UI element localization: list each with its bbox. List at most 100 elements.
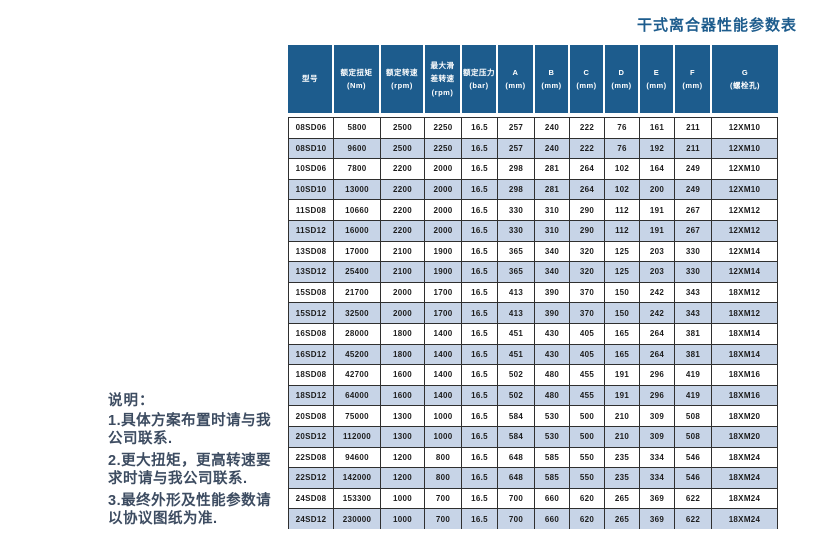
table-cell: 309: [640, 405, 675, 426]
table-cell: 2000: [381, 281, 425, 303]
table-cell: 2500: [381, 137, 425, 159]
table-cell: 17000: [334, 240, 381, 262]
table-cell: 21700: [334, 281, 381, 303]
table-cell: 112000: [334, 425, 381, 447]
table-cell: 455: [570, 384, 605, 406]
table-cell: 2000: [425, 219, 462, 241]
table-cell: 550: [570, 446, 605, 468]
table-cell: 18XM12: [712, 281, 778, 303]
table-cell: 18XM20: [712, 425, 778, 447]
table-cell: 700: [425, 508, 462, 529]
table-cell: 264: [640, 322, 675, 344]
table-cell: 200: [640, 178, 675, 200]
table-cell: 264: [640, 343, 675, 365]
table-cell: 20SD08: [288, 405, 334, 426]
table-cell: 16.5: [462, 425, 498, 447]
table-cell: 1400: [425, 364, 462, 385]
table-cell: 267: [675, 199, 712, 220]
table-cell: 94600: [334, 446, 381, 468]
table-cell: 2500: [381, 117, 425, 138]
table-cell: 22SD12: [288, 467, 334, 488]
table-cell: 5800: [334, 117, 381, 138]
table-cell: 20SD12: [288, 425, 334, 447]
table-cell: 413: [498, 281, 535, 303]
table-cell: 235: [605, 446, 640, 468]
table-cell: 700: [498, 508, 535, 529]
table-cell: 16.5: [462, 137, 498, 159]
table-cell: 16.5: [462, 178, 498, 200]
table-row: 24SD12 230000 1000 700 16.5 700 660 620 265 369 62…: [288, 508, 778, 529]
note-item-1: 1.具体方案布置时请与我公司联系.: [108, 413, 272, 447]
header-cell-line: 额定扭矩: [340, 67, 373, 77]
table-cell: 15SD12: [288, 302, 334, 323]
table-cell: 330: [498, 199, 535, 220]
table-cell: 508: [675, 425, 712, 447]
table-cell: 12XM12: [712, 219, 778, 241]
table-cell: 369: [640, 487, 675, 509]
header-cell-line: 差转速: [430, 74, 455, 84]
table-cell: 281: [535, 158, 570, 179]
table-cell: 343: [675, 281, 712, 303]
table-row: 08SD06 5800 2500 2250 16.5 257 240 222 76 161 211 1…: [288, 117, 778, 138]
table-cell: 622: [675, 487, 712, 509]
header-cell-line: (mm): [505, 81, 526, 90]
table-cell: 191: [640, 199, 675, 220]
table-row: 16SD08 28000 1800 1400 16.5 451 430 405 165 264 38…: [288, 322, 778, 344]
table-cell: 1000: [381, 487, 425, 509]
table-cell: 405: [570, 343, 605, 365]
header-cell: G (螺栓孔): [712, 45, 778, 113]
header-cell-line: G: [741, 67, 749, 77]
table-cell: 112: [605, 219, 640, 241]
table-cell: 419: [675, 384, 712, 406]
table-cell: 16.5: [462, 117, 498, 138]
table-cell: 290: [570, 219, 605, 241]
table-cell: 330: [675, 261, 712, 282]
table-row: 22SD08 94600 1200 800 16.5 648 585 550 235 334 546…: [288, 446, 778, 468]
table-cell: 430: [535, 343, 570, 365]
table-body: 08SD06 5800 2500 2250 16.5 257 240 222 76 161 211 1…: [288, 117, 778, 529]
table-cell: 530: [535, 425, 570, 447]
table-cell: 16.5: [462, 446, 498, 468]
table-row: 11SD08 10660 2200 2000 16.5 330 310 290 112 191 26…: [288, 199, 778, 220]
table-cell: 230000: [334, 508, 381, 529]
table-cell: 265: [605, 487, 640, 509]
table-cell: 290: [570, 199, 605, 220]
table-cell: 2100: [381, 261, 425, 282]
table-cell: 298: [498, 158, 535, 179]
table-cell: 16.5: [462, 302, 498, 323]
header-cell-line: B: [548, 67, 555, 77]
header-cell-line: (bar): [469, 81, 489, 90]
header-cell-line: C: [583, 67, 590, 77]
table-cell: 16.5: [462, 240, 498, 262]
table-cell: 16.5: [462, 467, 498, 488]
table-cell: 191: [605, 364, 640, 385]
table-cell: 153300: [334, 487, 381, 509]
table-cell: 620: [570, 508, 605, 529]
table-cell: 700: [425, 487, 462, 509]
header-cell-line: (Nm): [346, 81, 367, 90]
table-cell: 1800: [381, 343, 425, 365]
table-cell: 222: [570, 117, 605, 138]
table-cell: 240: [535, 117, 570, 138]
table-cell: 76: [605, 117, 640, 138]
header-cell: 型号: [288, 45, 334, 113]
table-header-row: 型号 额定扭矩 (Nm) 额定转速 (rpm) 最大滑 差转速 (rpm) 额定压力 (bar) A…: [288, 45, 778, 113]
table-cell: 430: [535, 322, 570, 344]
table-cell: 413: [498, 302, 535, 323]
table-cell: 264: [570, 158, 605, 179]
header-cell-line: A: [512, 67, 519, 77]
table-row: 13SD12 25400 2100 1900 16.5 365 340 320 125 203 33…: [288, 261, 778, 282]
table-cell: 164: [640, 158, 675, 179]
table-cell: 18XM14: [712, 322, 778, 344]
table-cell: 648: [498, 446, 535, 468]
table-cell: 28000: [334, 322, 381, 344]
table-cell: 622: [675, 508, 712, 529]
table-cell: 242: [640, 302, 675, 323]
table-cell: 15SD08: [288, 281, 334, 303]
table-cell: 16.5: [462, 343, 498, 365]
table-cell: 11SD08: [288, 199, 334, 220]
table-cell: 102: [605, 178, 640, 200]
table-cell: 192: [640, 137, 675, 159]
table-cell: 16.5: [462, 364, 498, 385]
table-cell: 12XM12: [712, 199, 778, 220]
